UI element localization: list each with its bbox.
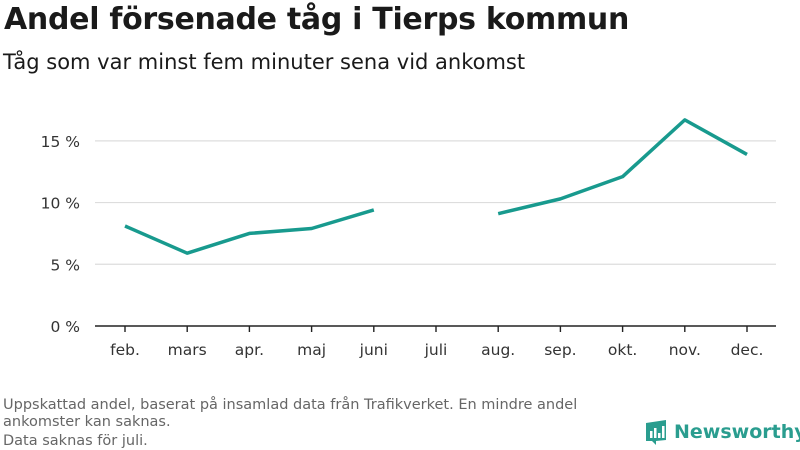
x-tick-label: juni: [359, 341, 388, 359]
x-tick-label: aug.: [481, 341, 515, 359]
footnote-missing-data: Data saknas för juli.: [3, 433, 148, 449]
x-tick-label: dec.: [731, 341, 764, 359]
series-line: [124, 208, 375, 255]
chart-title: Andel försenade tåg i Tierps kommun: [4, 2, 630, 37]
x-tick-label: apr.: [235, 341, 264, 359]
chart-subtitle: Tåg som var minst fem minuter sena vid a…: [3, 50, 526, 74]
y-tick-label: 10 %: [41, 195, 80, 213]
series-line: [497, 118, 748, 216]
footnote-source: Uppskattad andel, baserat på insamlad da…: [3, 397, 578, 430]
x-tick-label: juli: [424, 341, 448, 359]
x-tick-label: mars: [168, 341, 207, 359]
x-tick-label: sep.: [544, 341, 576, 359]
x-tick-label: nov.: [669, 341, 701, 359]
y-tick-label: 15 %: [41, 133, 80, 151]
x-tick-label: feb.: [110, 341, 140, 359]
x-tick-label: maj: [297, 341, 326, 359]
brand-name: Newsworthy: [674, 421, 800, 443]
newsworthy-logo-icon: [646, 420, 666, 445]
x-tick-label: okt.: [608, 341, 637, 359]
y-tick-label: 0 %: [50, 318, 80, 336]
brand-logo: Newsworthy: [644, 419, 800, 445]
line-chart: 0 % 5 % 10 % 15 % feb. mars apr. maj juni juli aug…: [41, 118, 776, 359]
y-tick-label: 5 %: [50, 256, 80, 274]
